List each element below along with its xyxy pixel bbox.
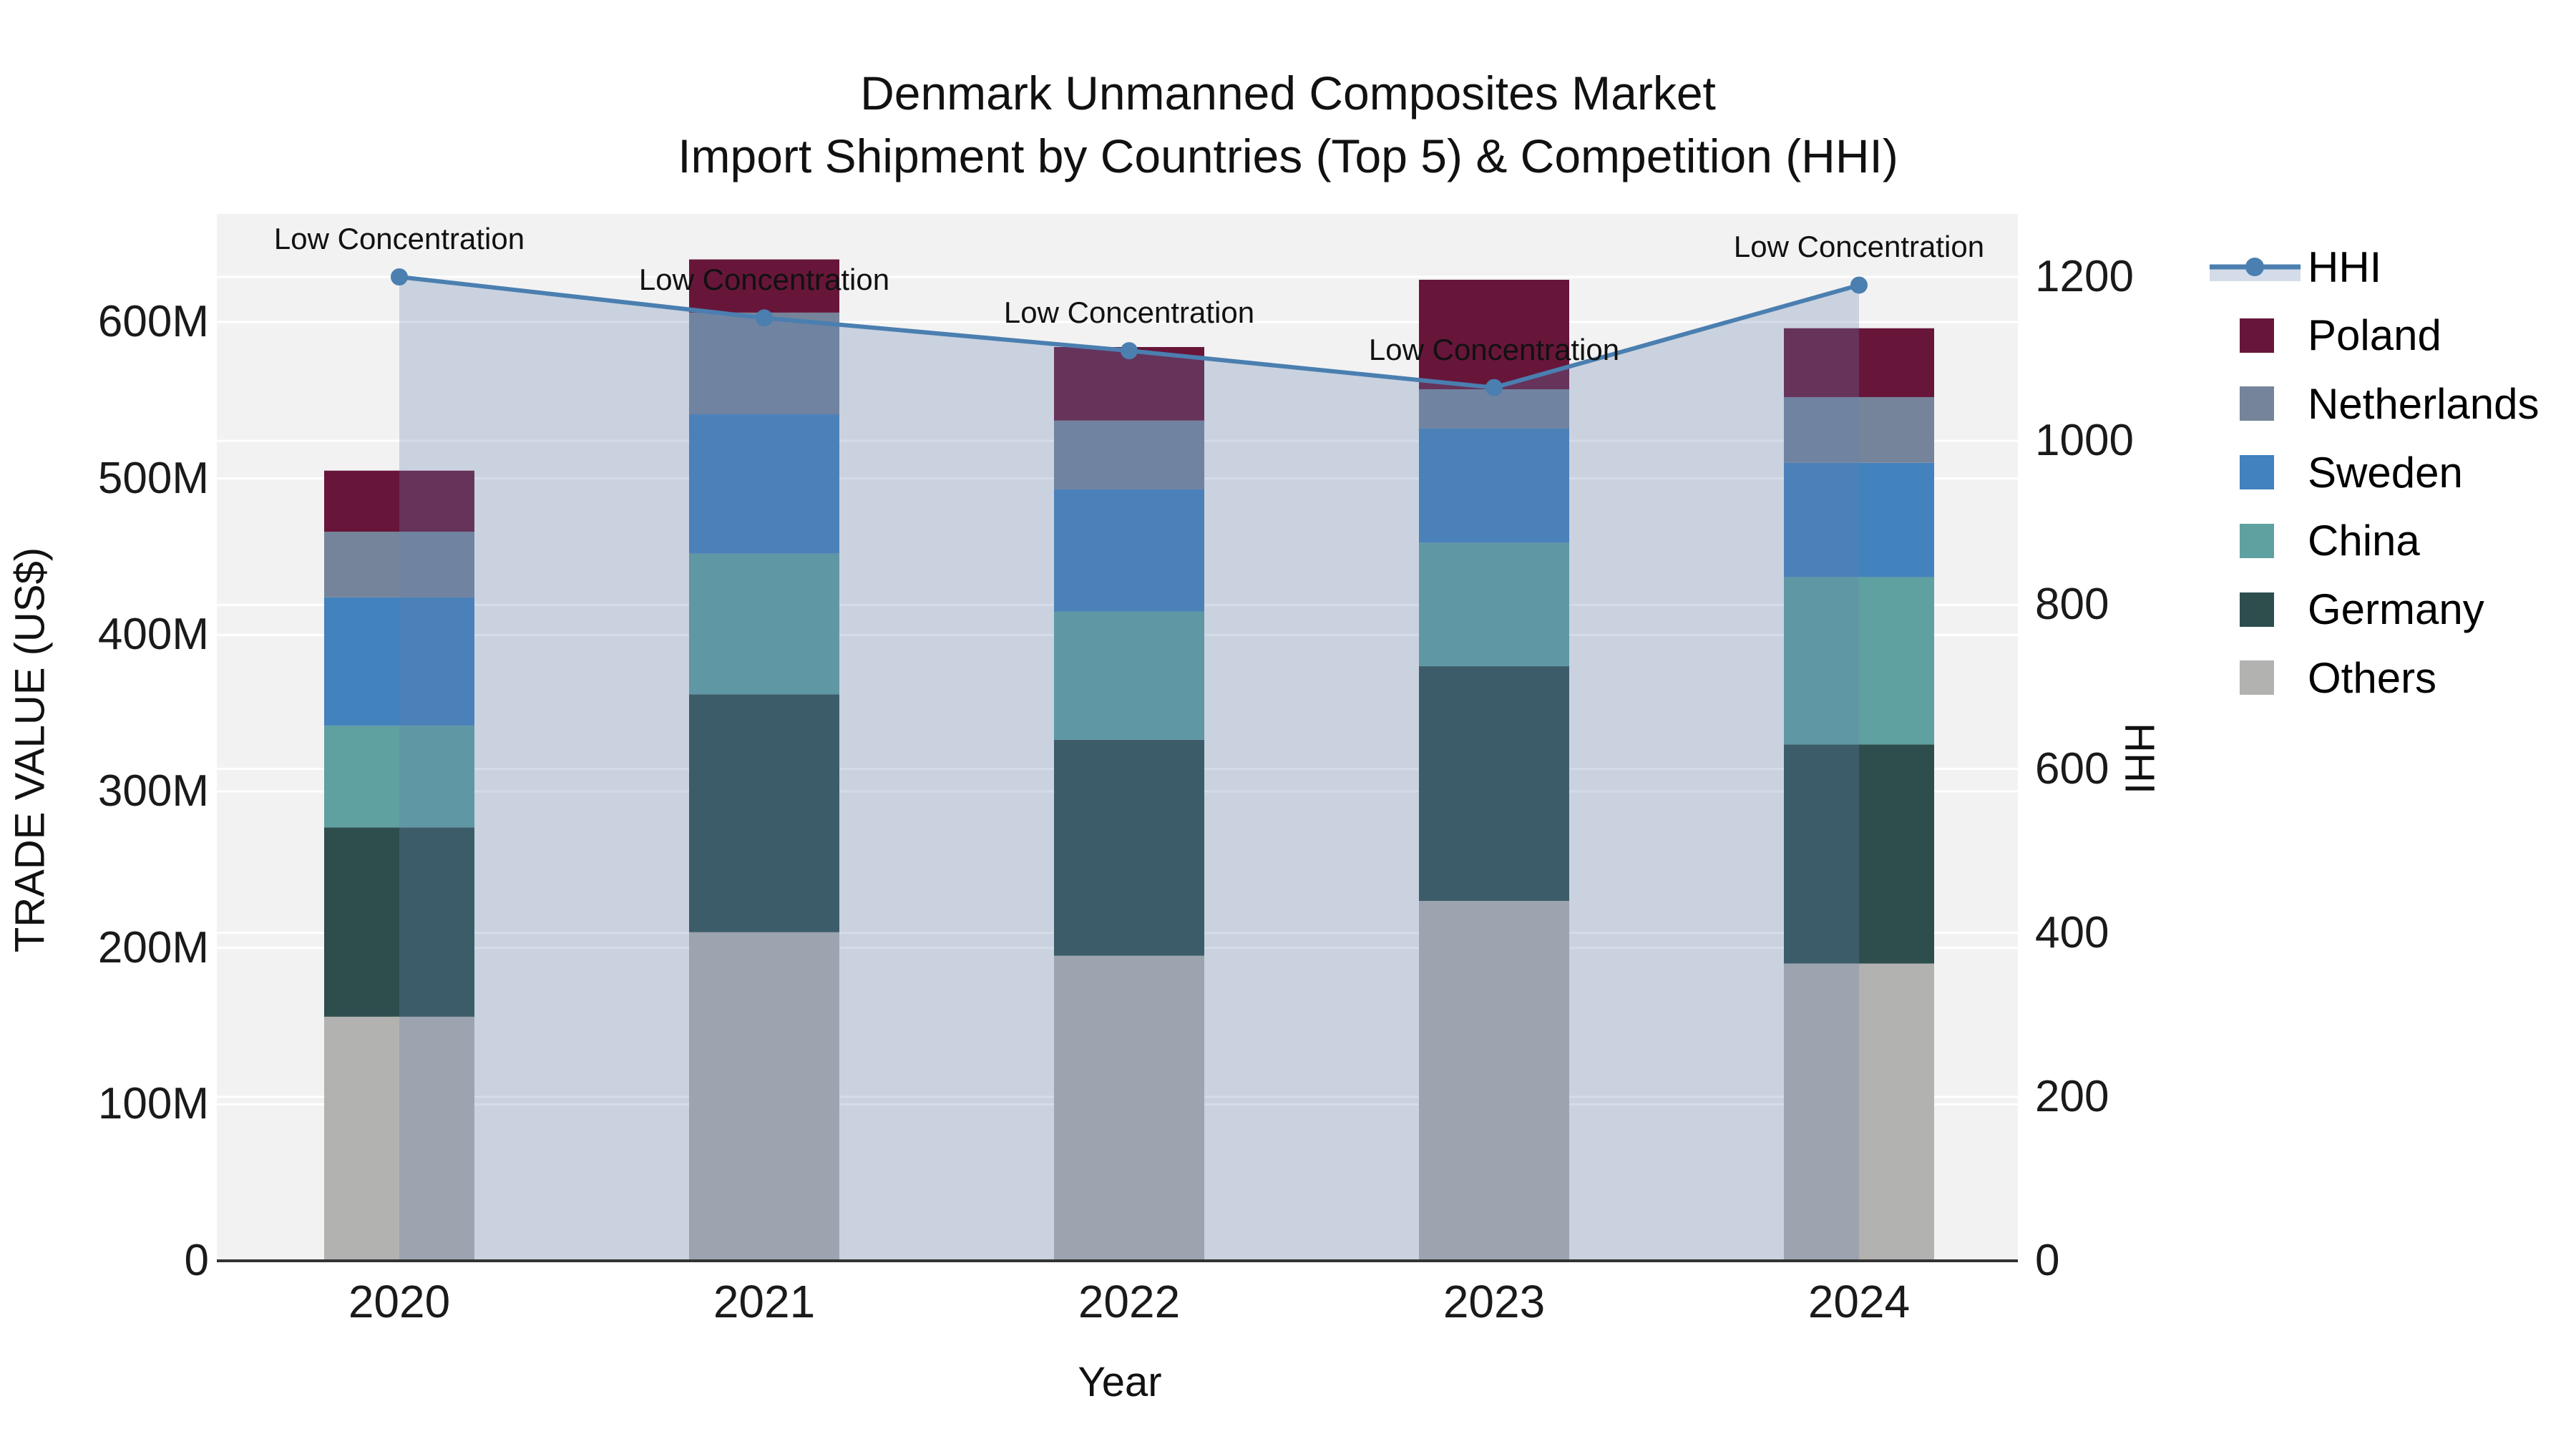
- annotation-low-concentration-2021: Low Concentration: [638, 263, 890, 297]
- x-tick-2022: 2022: [1078, 1276, 1181, 1327]
- bar-segment-sweden-2022: [1054, 489, 1204, 612]
- legend-swatch-poland: [2240, 318, 2274, 353]
- y-right-tick-1000: 1000: [2035, 416, 2134, 466]
- bar-segment-sweden-2021: [689, 414, 839, 554]
- legend-swatch-others: [2240, 660, 2274, 696]
- y-axis-right-title: HHI: [2116, 723, 2163, 794]
- y-right-tick-200: 200: [2035, 1071, 2109, 1121]
- bar-segment-poland-2020: [324, 470, 474, 532]
- bar-segment-netherlands-2022: [1054, 420, 1204, 489]
- legend-label-netherlands: Netherlands: [2308, 379, 2540, 428]
- bar-segment-poland-2021: [689, 259, 839, 313]
- y-right-tick-600: 600: [2035, 743, 2109, 794]
- y-right-tick-800: 800: [2035, 580, 2109, 630]
- legend-swatch-china: [2240, 523, 2274, 558]
- bar-segment-china-2021: [689, 553, 839, 695]
- x-tick-2021: 2021: [713, 1276, 816, 1327]
- y-left-tick-200M: 200M: [97, 922, 209, 972]
- hhi-marker-2023: [1485, 379, 1503, 396]
- bar-segment-others-2020: [324, 1016, 474, 1261]
- bar-segment-china-2022: [1054, 611, 1204, 740]
- y-left-tick-500M: 500M: [97, 453, 209, 503]
- legend-label-hhi: HHI: [2308, 243, 2382, 291]
- annotation-low-concentration-2020: Low Concentration: [273, 222, 525, 255]
- bar-segment-sweden-2023: [1419, 428, 1569, 543]
- y-left-tick-600M: 600M: [97, 297, 209, 346]
- bar-segment-germany-2020: [324, 827, 474, 1017]
- bar-segment-china-2020: [324, 726, 474, 828]
- bar-segment-netherlands-2024: [1784, 396, 1934, 463]
- x-axis-title: Year: [1078, 1359, 1162, 1405]
- y-right-tick-0: 0: [2035, 1236, 2060, 1285]
- legend-label-china: China: [2308, 517, 2420, 565]
- y-left-tick-100M: 100M: [97, 1079, 209, 1129]
- hhi-marker-2020: [391, 268, 408, 286]
- bar-segment-china-2023: [1419, 542, 1569, 667]
- y-axis-left-title: TRADE VALUE (US$): [6, 547, 54, 953]
- y-left-tick-400M: 400M: [97, 610, 209, 660]
- hhi-line-swatch: [2210, 250, 2301, 284]
- chart-title-line2: Import Shipment by Countries (Top 5) & C…: [678, 130, 1898, 182]
- hhi-marker-2022: [1121, 342, 1138, 360]
- y-right-tick-400: 400: [2035, 907, 2109, 957]
- bar-segment-others-2024: [1784, 963, 1934, 1261]
- legend-swatch-germany: [2240, 592, 2274, 627]
- hhi-line-swatch-svg: [2210, 258, 2301, 281]
- bar-segment-sweden-2024: [1784, 462, 1934, 577]
- hhi-area-fill: [399, 277, 1859, 1261]
- bar-segment-germany-2024: [1784, 744, 1934, 964]
- x-tick-2020: 2020: [348, 1276, 451, 1327]
- legend-swatch-netherlands: [2240, 386, 2274, 421]
- legend-label-germany: Germany: [2308, 585, 2484, 633]
- bar-segment-others-2022: [1054, 955, 1204, 1261]
- bar-segment-germany-2022: [1054, 739, 1204, 956]
- bar-segment-germany-2023: [1419, 666, 1569, 902]
- bar-segment-netherlands-2021: [689, 312, 839, 415]
- hhi-marker-2021: [756, 309, 773, 327]
- y-left-tick-300M: 300M: [97, 766, 209, 816]
- legend-label-others: Others: [2308, 653, 2437, 702]
- bar-segment-sweden-2020: [324, 597, 474, 726]
- hhi-marker-2024: [1850, 276, 1868, 294]
- annotation-low-concentration-2024: Low Concentration: [1733, 230, 1985, 264]
- bar-segment-poland-2023: [1419, 279, 1569, 390]
- bar-segment-poland-2024: [1784, 328, 1934, 397]
- legend-swatch-sweden: [2240, 455, 2274, 490]
- bar-segment-others-2021: [689, 932, 839, 1261]
- bar-segment-netherlands-2020: [324, 532, 474, 597]
- bar-segment-germany-2021: [689, 694, 839, 932]
- y-left-tick-0: 0: [184, 1236, 209, 1285]
- chart-title: Denmark Unmanned Composites Market Impor…: [0, 62, 2576, 187]
- bar-segment-china-2024: [1784, 577, 1934, 745]
- annotation-low-concentration-2022: Low Concentration: [1003, 296, 1255, 330]
- legend-label-poland: Poland: [2308, 311, 2441, 360]
- legend-label-sweden: Sweden: [2308, 448, 2463, 497]
- bar-segment-others-2023: [1419, 901, 1569, 1261]
- y-right-tick-1200: 1200: [2035, 252, 2134, 301]
- x-tick-2023: 2023: [1443, 1276, 1546, 1327]
- x-tick-2024: 2024: [1807, 1276, 1911, 1327]
- chart-title-line1: Denmark Unmanned Composites Market: [860, 67, 1716, 119]
- annotation-low-concentration-2023: Low Concentration: [1368, 332, 1620, 366]
